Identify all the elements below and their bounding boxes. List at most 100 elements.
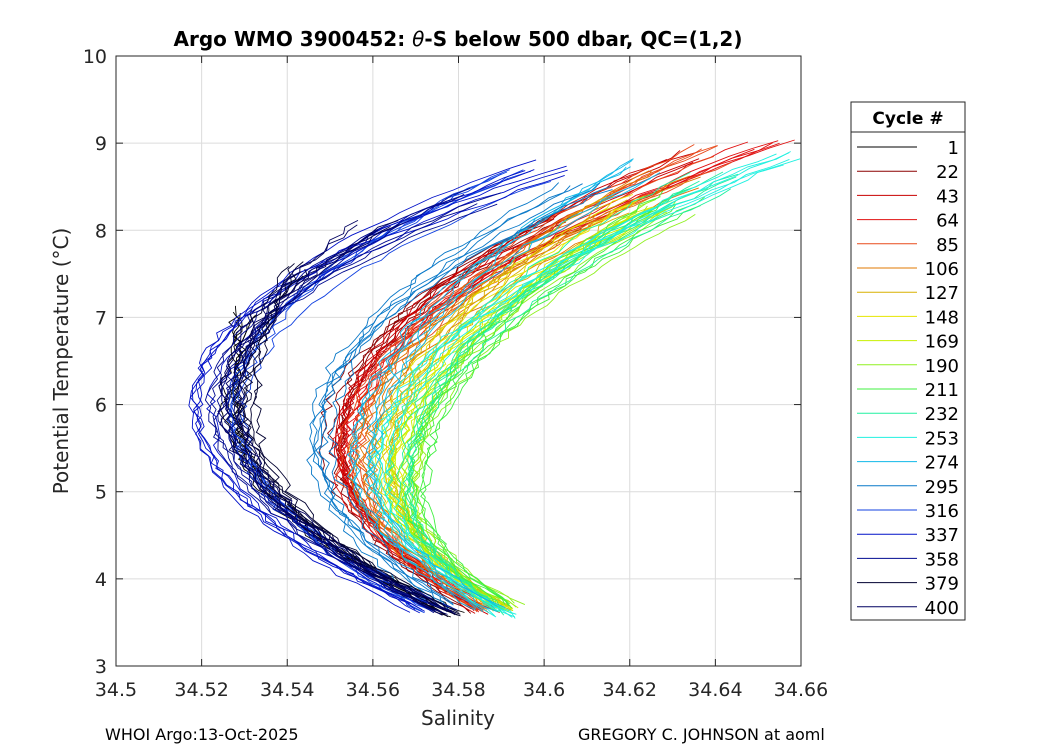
legend-item: 106 [857,259,959,280]
legend-items: 1 22 43 64 85 106 127 148 169 190 211 232 253 274 295 3… [857,138,959,619]
y-tick-label: 6 [95,395,107,417]
legend-label: 22 [936,162,959,183]
profile-line [364,177,651,609]
profile-line [385,152,790,618]
profile-line [383,164,784,618]
series-cycle-337 [188,159,568,614]
chart-title: Argo WMO 3900452: θ-S below 500 dbar, QC… [174,27,743,51]
legend: Cycle # 1 22 43 64 85 106 127 148 169 190 211 232 25… [850,101,966,621]
title-theta-symbol: θ [412,27,424,51]
legend-label: 64 [936,211,959,232]
legend-item: 211 [857,380,959,401]
legend-item: 127 [857,283,959,304]
y-tick-label: 10 [83,46,107,68]
legend-item: 400 [857,598,959,619]
legend-item: 337 [857,525,959,546]
legend-label: 127 [925,283,959,304]
profile-line [376,158,801,617]
profile-line [204,187,471,613]
profile-line [420,196,705,606]
y-tick-label: 7 [95,307,107,329]
y-tick-label: 8 [95,220,107,242]
profile-line [350,160,633,611]
profile-line [312,185,611,610]
series-lines [188,139,801,619]
profile-line [410,214,696,606]
legend-item: 64 [857,211,959,232]
legend-label: 211 [925,380,959,401]
legend-item: 379 [857,574,959,595]
x-tick-label: 34.5 [95,679,137,701]
legend-label: 190 [925,356,959,377]
profile-line [318,214,575,611]
profile-line [239,181,552,612]
profile-line [367,158,790,618]
y-axis-label: Potential Temperature (°C) [49,228,73,495]
footer-author: GREGORY C. JOHNSON at aoml [578,725,825,744]
x-tick-label: 34.56 [346,679,400,701]
legend-item: 274 [857,453,959,474]
legend-label: 316 [925,501,959,522]
title-suffix: -S below 500 dbar, QC=(1,2) [424,27,742,51]
profile-line [403,171,724,611]
legend-item: 22 [857,162,959,183]
legend-item: 253 [857,428,959,449]
legend-item: 295 [857,477,959,498]
profile-line [213,203,498,611]
series-cycle-400 [217,219,456,616]
x-tick-label: 34.58 [431,679,485,701]
legend-item: 148 [857,307,959,328]
profile-line [382,195,672,607]
x-axis-label: Salinity [421,706,495,730]
legend-item: 85 [857,235,959,256]
legend-label: 274 [925,453,959,474]
series-cycle-295 [306,182,613,610]
legend-item: 169 [857,332,959,353]
axis-ticks: 34.5 34.52 34.54 34.56 34.58 34.6 34.62 34.64 34… [83,46,828,701]
y-tick-label: 5 [95,482,107,504]
profile-line [327,185,571,606]
profile-line [237,223,450,611]
x-tick-label: 34.66 [774,679,828,701]
legend-item: 232 [857,404,959,425]
legend-label: 148 [925,307,959,328]
legend-item: 316 [857,501,959,522]
profile-line [312,182,601,608]
profile-line [347,184,667,607]
profile-line [306,183,583,610]
legend-label: 400 [925,598,959,619]
legend-label: 337 [925,525,959,546]
profile-line [232,220,443,616]
legend-label: 379 [925,574,959,595]
profile-line [408,190,664,605]
profile-line [192,169,568,610]
x-tick-label: 34.6 [523,679,565,701]
x-tick-label: 34.52 [174,679,228,701]
profile-line [232,219,448,615]
profile-line [252,261,456,616]
x-tick-label: 34.64 [688,679,742,701]
profile-line [223,195,463,614]
profile-line [346,172,661,607]
legend-item: 43 [857,186,959,207]
y-tick-label: 3 [95,656,107,678]
profile-line [346,144,695,612]
legend-label: 43 [936,186,959,207]
legend-label: 85 [936,235,959,256]
legend-box [850,101,966,621]
title-prefix: Argo WMO 3900452: [174,27,413,51]
legend-item: 358 [857,549,959,570]
y-tick-label: 4 [95,569,107,591]
legend-label: 295 [925,477,959,498]
profile-line [405,188,732,613]
profile-line [412,196,661,607]
profile-line [374,194,634,610]
legend-label: 253 [925,428,959,449]
legend-label: 169 [925,332,959,353]
legend-label: 1 [948,138,959,159]
series-cycle-379 [232,261,461,617]
legend-item: 190 [857,356,959,377]
profile-line [419,204,676,604]
y-tick-label: 9 [95,133,107,155]
legend-label: 358 [925,549,959,570]
